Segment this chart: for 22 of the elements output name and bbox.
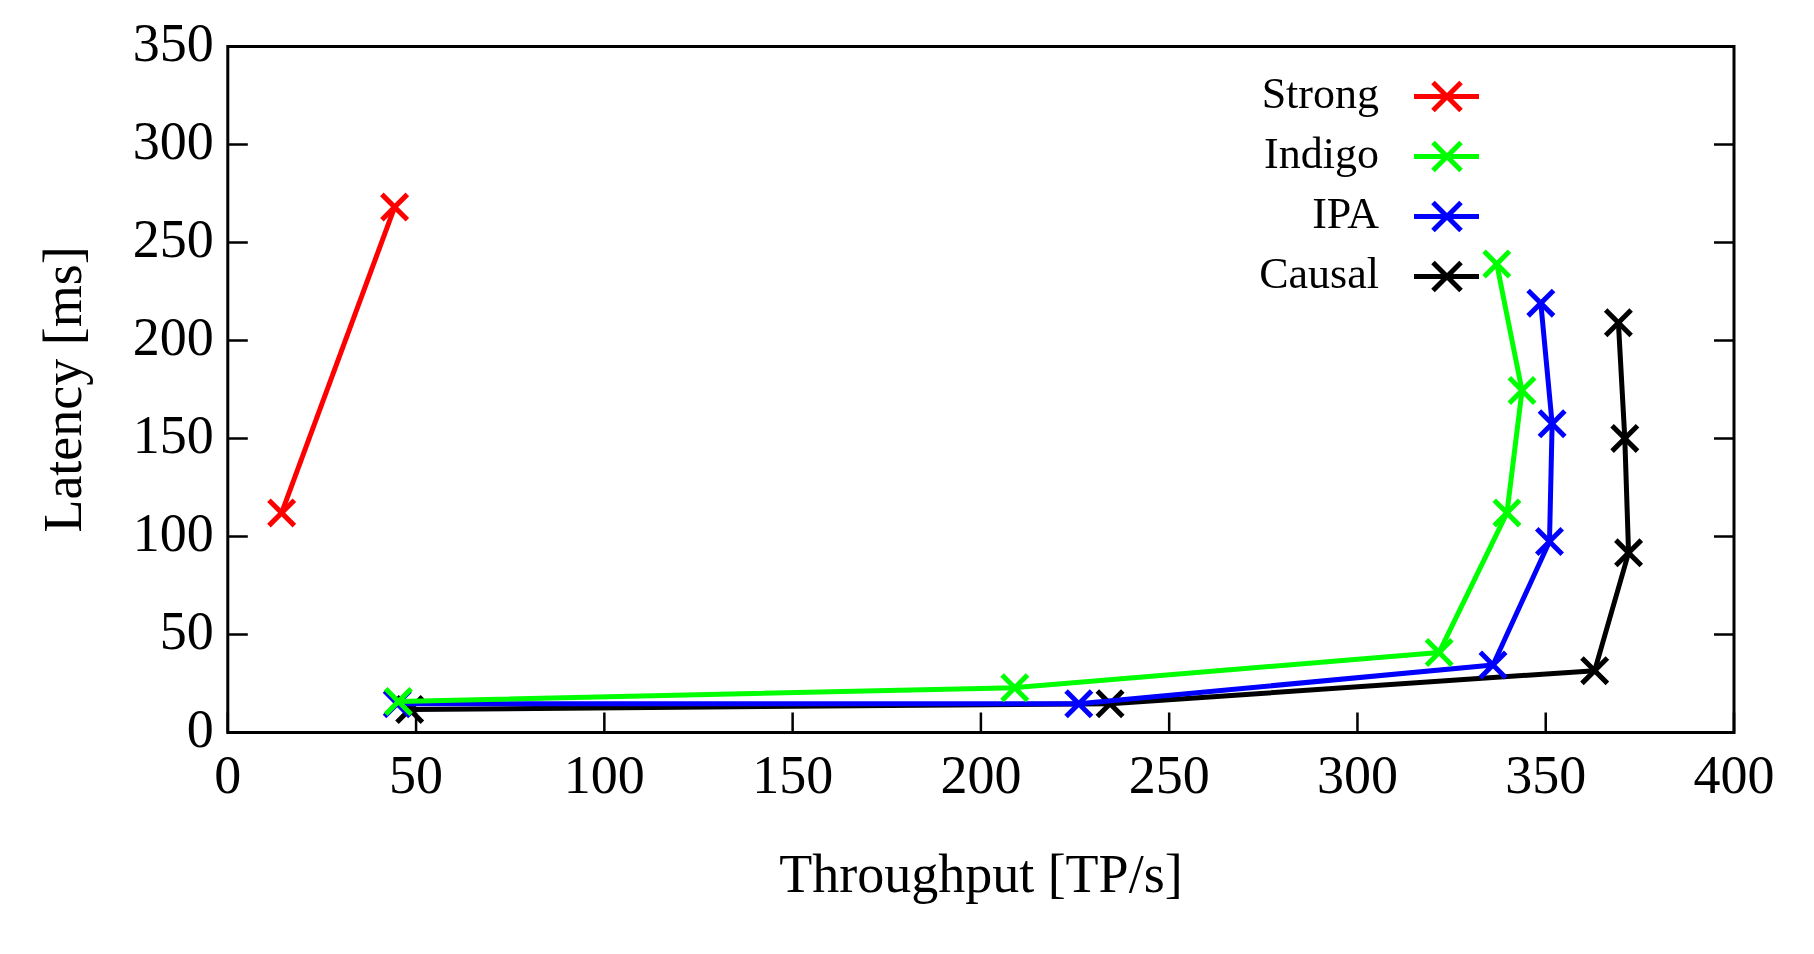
y-tick-label: 0 [186, 698, 214, 759]
legend-label: Causal [1259, 248, 1379, 298]
x-tick-label: 200 [940, 744, 1022, 805]
y-tick-label: 250 [132, 208, 214, 269]
legend-label: IPA [1312, 188, 1380, 238]
x-tick-label: 50 [389, 744, 444, 805]
legend-label: Indigo [1264, 128, 1379, 178]
x-tick-label: 300 [1316, 744, 1398, 805]
legend-label: Strong [1261, 68, 1379, 118]
x-tick-label: 100 [563, 744, 645, 805]
y-tick-label: 200 [132, 306, 214, 367]
y-tick-label: 300 [132, 110, 214, 171]
x-tick-label: 400 [1693, 744, 1775, 805]
x-tick-label: 150 [752, 744, 834, 805]
y-tick-label: 350 [132, 12, 214, 73]
x-axis-title: Throughput [TP/s] [779, 843, 1183, 904]
y-axis-title: Latency [ms] [32, 246, 93, 533]
x-tick-label: 250 [1128, 744, 1210, 805]
y-tick-label: 50 [159, 600, 214, 661]
y-tick-label: 100 [132, 502, 214, 563]
x-tick-label: 350 [1505, 744, 1587, 805]
y-tick-label: 150 [132, 404, 214, 465]
